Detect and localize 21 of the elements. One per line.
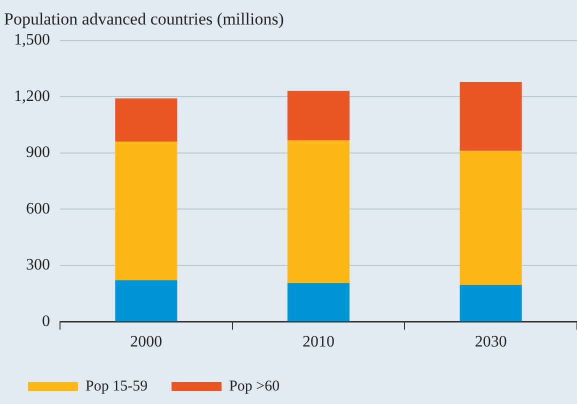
- bar: [460, 82, 522, 151]
- y-tick-label: 1,500: [14, 32, 50, 49]
- bar: [287, 282, 350, 322]
- chart-title: Population advanced countries (millions): [4, 10, 284, 29]
- y-tick-label: 0: [42, 313, 50, 330]
- bar: [287, 140, 350, 283]
- legend-label: Pop >60: [229, 378, 280, 394]
- x-tick-label: 2000: [130, 334, 162, 351]
- legend-label: Pop 15-59: [86, 378, 148, 394]
- y-tick-label: 600: [26, 200, 50, 218]
- bar: [115, 142, 178, 280]
- bar: [287, 90, 350, 140]
- bar: [115, 280, 178, 322]
- y-tick-label: 1,200: [14, 88, 50, 105]
- bar: [115, 98, 178, 142]
- y-tick-label: 300: [26, 256, 50, 274]
- y-tick-label: 900: [26, 144, 50, 162]
- bar: [460, 285, 522, 322]
- x-tick-label: 2010: [302, 334, 334, 351]
- x-tick-label: 2030: [474, 334, 507, 351]
- bar: [460, 150, 522, 286]
